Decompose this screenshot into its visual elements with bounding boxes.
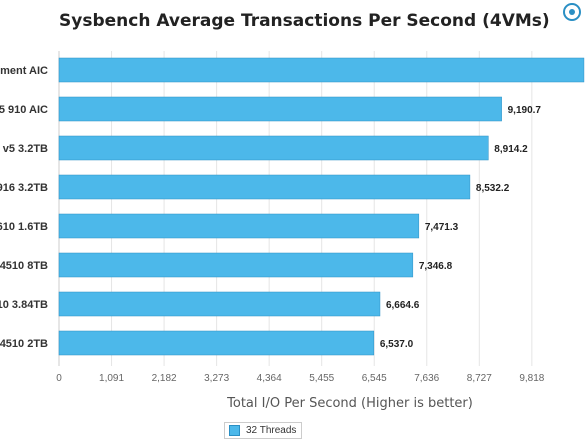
chart-title: Sysbench Average Transactions Per Second… [59, 11, 550, 31]
data-label: 7,346.8 [419, 261, 453, 272]
x-tick-label: 8,727 [467, 373, 492, 384]
x-axis-title: Total I/O Per Second (Higher is better) [226, 396, 473, 411]
bar [58, 213, 420, 239]
category-label: 5 910 AIC [0, 104, 48, 116]
bar [58, 330, 375, 356]
category-label: 4510 8TB [0, 260, 48, 272]
bar [58, 96, 502, 122]
data-label: 6,537.0 [380, 339, 414, 350]
x-tick-label: 2,182 [152, 373, 177, 384]
category-label: ment AIC [0, 65, 48, 77]
legend[interactable]: 32 Threads [224, 422, 303, 439]
legend-swatch [229, 425, 240, 436]
data-label: 7,471.3 [425, 222, 459, 233]
bar [58, 135, 489, 161]
x-tick-label: 7,636 [414, 373, 439, 384]
category-label: 10 3.84TB [0, 299, 48, 311]
data-label: 8,532.2 [476, 183, 510, 194]
bar [58, 291, 381, 317]
logo-icon [563, 3, 581, 21]
bar [58, 57, 585, 83]
category-label: v5 3.2TB [3, 143, 48, 155]
x-tick-label: 4,364 [257, 373, 282, 384]
bar [58, 252, 414, 278]
x-tick-label: 1,091 [99, 373, 124, 384]
data-label: 6,664.6 [386, 300, 420, 311]
x-tick-label: 0 [56, 373, 62, 384]
category-label: 916 3.2TB [0, 182, 48, 194]
data-label: 9,190.7 [508, 105, 542, 116]
x-tick-label: 5,455 [309, 373, 334, 384]
data-label: 8,914.2 [494, 144, 528, 155]
category-label: 610 1.6TB [0, 221, 48, 233]
x-tick-label: 9,818 [519, 373, 544, 384]
x-tick-label: 6,545 [362, 373, 387, 384]
legend-label: 32 Threads [246, 425, 297, 436]
bar [58, 174, 471, 200]
category-label: 4510 2TB [0, 338, 48, 350]
x-tick-label: 3,273 [204, 373, 229, 384]
